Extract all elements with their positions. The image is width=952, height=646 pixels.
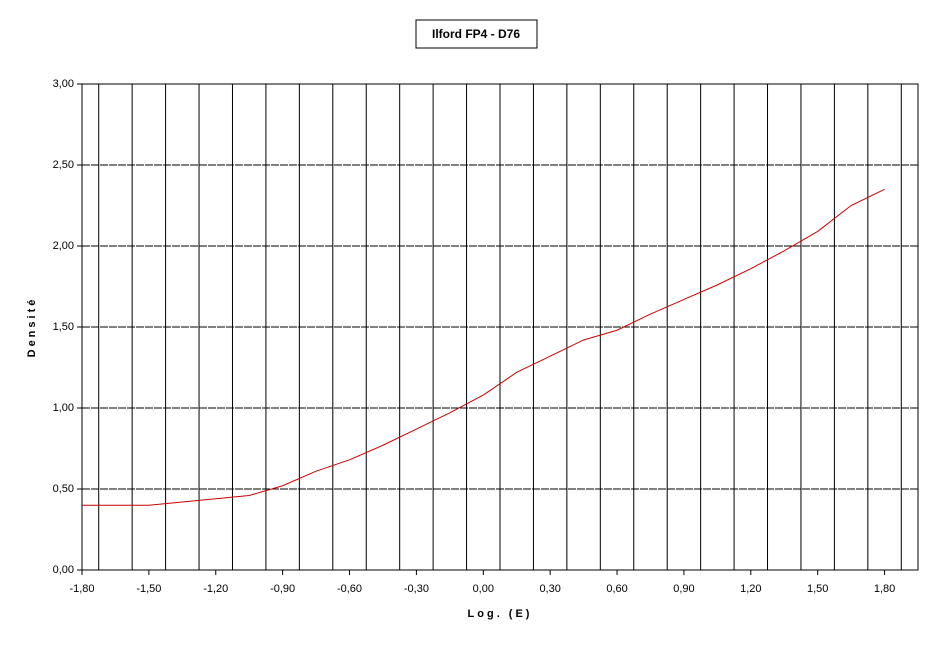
x-tick-label: 0,30	[539, 583, 560, 595]
y-tick-label: 2,00	[53, 240, 74, 252]
x-axis-title: Log. (E)	[468, 608, 533, 620]
y-axis-title: Densité	[26, 297, 38, 358]
x-tick-label: 0,00	[473, 583, 494, 595]
y-tick-label: 2,50	[53, 159, 74, 171]
x-tick-label: -0,90	[270, 583, 295, 595]
x-tick-label: 1,50	[807, 583, 828, 595]
y-tick-label: 1,50	[53, 321, 74, 333]
x-tick-label: 0,60	[606, 583, 627, 595]
x-tick-label: 1,80	[874, 583, 895, 595]
y-tick-label: 3,00	[53, 78, 74, 90]
x-tick-label: 0,90	[673, 583, 694, 595]
plot-frame	[81, 83, 919, 571]
x-tick-label: -1,80	[69, 583, 94, 595]
x-tick-label: -0,30	[404, 583, 429, 595]
y-tick-label: 1,00	[53, 402, 74, 414]
chart-title: Ilford FP4 - D76	[432, 27, 520, 41]
title-box	[415, 19, 538, 49]
x-tick-label: -0,60	[337, 583, 362, 595]
x-tick-label: -1,20	[203, 583, 228, 595]
x-tick-label: 1,20	[740, 583, 761, 595]
x-tick-label: -1,50	[136, 583, 161, 595]
y-tick-label: 0,50	[53, 483, 74, 495]
data-line	[82, 188, 885, 506]
y-tick-label: 0,00	[53, 564, 74, 576]
